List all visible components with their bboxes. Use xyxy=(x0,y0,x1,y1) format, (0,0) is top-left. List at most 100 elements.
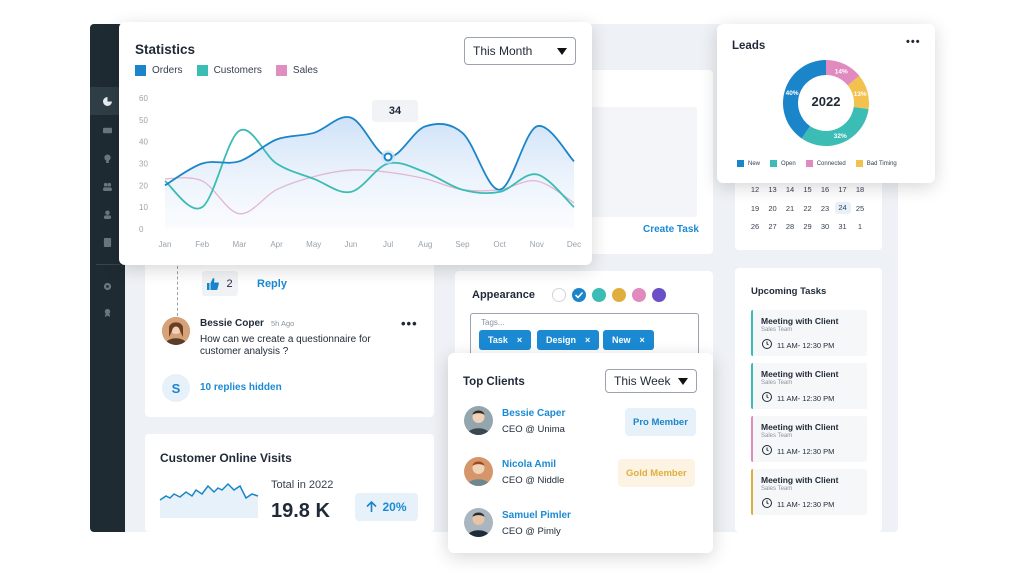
client-role: CEO @ Unima xyxy=(502,424,565,435)
tag-remove-icon[interactable]: × xyxy=(585,335,591,345)
sidebar-item-settings[interactable] xyxy=(90,276,125,296)
top-clients-title: Top Clients xyxy=(463,376,525,388)
calendar-day[interactable]: 29 xyxy=(803,222,812,231)
y-tick-label: 0 xyxy=(139,225,144,234)
tag-label: Task xyxy=(488,335,508,345)
task-item[interactable]: Meeting with Client Sales Team 11 AM- 12:3… xyxy=(751,310,867,356)
visits-sparkline xyxy=(159,482,259,518)
calendar-day[interactable]: 25 xyxy=(855,203,865,213)
color-swatch[interactable] xyxy=(552,288,566,302)
legend-swatch xyxy=(135,65,146,76)
tag-chip[interactable]: New × xyxy=(603,330,654,350)
create-task-link[interactable]: Create Task xyxy=(643,224,699,235)
avatar xyxy=(162,317,190,345)
y-tick-label: 60 xyxy=(139,94,148,103)
legend-label: Bad Timing xyxy=(866,160,897,167)
more-options-icon[interactable]: ••• xyxy=(401,316,418,331)
tag-chip[interactable]: Task × xyxy=(479,330,532,350)
sidebar-item-awards[interactable] xyxy=(90,302,125,322)
task-item[interactable]: Meeting with Client Sales Team 11 AM- 12:3… xyxy=(751,469,867,515)
calendar-day[interactable]: 27 xyxy=(768,222,777,231)
client-name[interactable]: Bessie Caper xyxy=(502,408,566,419)
calendar-day[interactable]: 23 xyxy=(820,203,830,213)
client-avatar xyxy=(464,508,493,537)
donut-slice-label: 32% xyxy=(834,133,847,140)
statistics-title: Statistics xyxy=(135,42,196,57)
check-icon xyxy=(574,291,584,299)
clients-period-dropdown[interactable]: This Week xyxy=(605,369,697,393)
calendar-day[interactable]: 20 xyxy=(768,203,777,213)
sidebar-item-documents[interactable] xyxy=(90,232,125,252)
series-line-customers xyxy=(164,128,575,210)
highlight-point[interactable] xyxy=(383,152,393,162)
calendar-day[interactable]: 1 xyxy=(857,222,863,231)
appearance-card: Appearance Tags... Task × Design × New × xyxy=(455,271,713,361)
calendar-day[interactable]: 16 xyxy=(820,185,830,194)
tag-chip[interactable]: Design × xyxy=(537,330,600,350)
donut-slice-label: 13% xyxy=(854,91,867,98)
color-swatch[interactable] xyxy=(612,288,626,302)
replier-initial-avatar: S xyxy=(162,374,190,402)
calendar-day[interactable]: 31 xyxy=(838,222,847,231)
task-item[interactable]: Meeting with Client Sales Team 11 AM- 12:3… xyxy=(751,416,867,462)
leads-legend-item: Connected xyxy=(805,160,846,167)
sidebar-item-ideas[interactable] xyxy=(90,148,125,168)
calendar-day[interactable]: 19 xyxy=(750,203,760,213)
comment-author: Bessie Coper xyxy=(200,318,264,329)
calendar-day[interactable]: 14 xyxy=(785,185,795,194)
color-swatch-selected[interactable] xyxy=(572,288,586,302)
clock-icon xyxy=(762,445,772,455)
calendar-day[interactable]: 30 xyxy=(820,222,830,231)
appearance-title: Appearance xyxy=(472,289,535,301)
reply-link[interactable]: Reply xyxy=(257,278,287,290)
clock-icon xyxy=(762,339,772,349)
card-icon xyxy=(103,127,112,133)
calendar-day[interactable]: 24 xyxy=(834,201,851,214)
calendar-day[interactable]: 17 xyxy=(838,185,847,194)
replies-hidden-link[interactable]: 10 replies hidden xyxy=(200,382,282,393)
task-team: Sales Team xyxy=(761,433,793,439)
x-tick-label: Mar xyxy=(232,240,246,249)
y-tick-label: 50 xyxy=(139,116,148,125)
donut-slice-label: 40% xyxy=(786,90,799,97)
client-name[interactable]: Nicola Amil xyxy=(502,459,557,470)
tag-remove-icon[interactable]: × xyxy=(639,335,645,345)
tag-remove-icon[interactable]: × xyxy=(516,335,523,345)
leads-legend-item: Open xyxy=(770,160,796,167)
color-swatch[interactable] xyxy=(632,288,646,302)
task-item[interactable]: Meeting with Client Sales Team 11 AM- 12:3… xyxy=(751,363,867,409)
legend-item: Orders xyxy=(135,65,183,76)
sidebar-item-team[interactable] xyxy=(90,176,125,196)
like-button[interactable]: 2 xyxy=(202,271,238,296)
calendar-day[interactable]: 15 xyxy=(803,185,812,194)
more-options-icon[interactable]: ••• xyxy=(906,36,921,48)
color-swatch[interactable] xyxy=(652,288,666,302)
period-dropdown[interactable]: This Month xyxy=(464,37,576,65)
color-swatch[interactable] xyxy=(592,288,606,302)
task-time: 11 AM- 12:30 PM xyxy=(777,394,835,403)
client-role: CEO @ Niddle xyxy=(502,475,565,486)
calendar-day[interactable]: 12 xyxy=(750,185,760,194)
leads-card: Leads ••• 14% 13% 32% 40% 2022 New Open Conne… xyxy=(717,24,935,183)
legend-item: Customers xyxy=(196,65,262,77)
tag-label: Design xyxy=(546,335,577,345)
calendar-day[interactable]: 13 xyxy=(768,185,777,194)
x-tick-label: Nov xyxy=(530,240,544,249)
calendar-day[interactable]: 28 xyxy=(785,222,795,231)
client-name[interactable]: Samuel Pimler xyxy=(502,510,571,521)
calendar-day[interactable]: 18 xyxy=(855,185,865,194)
calendar-card: 12 13 14 15 16 17 18 19 20 21 22 23 24 25 26 27 28 29 30 31… xyxy=(735,170,882,250)
x-tick-label: Jun xyxy=(344,240,357,249)
award-icon xyxy=(104,308,111,317)
sidebar-item-profile[interactable] xyxy=(90,204,125,224)
donut-slice-bad-timing xyxy=(847,75,869,110)
sidebar-item-cards[interactable] xyxy=(90,120,125,140)
tags-input[interactable]: Tags... xyxy=(470,313,699,361)
legend-label: Customers xyxy=(213,65,262,77)
donut-slice-label: 14% xyxy=(835,68,848,75)
calendar-day[interactable]: 26 xyxy=(750,222,760,231)
task-title: Meeting with Client xyxy=(761,369,839,379)
calendar-day[interactable]: 22 xyxy=(803,203,812,213)
clock-icon xyxy=(762,392,772,402)
calendar-day[interactable]: 21 xyxy=(785,203,795,213)
